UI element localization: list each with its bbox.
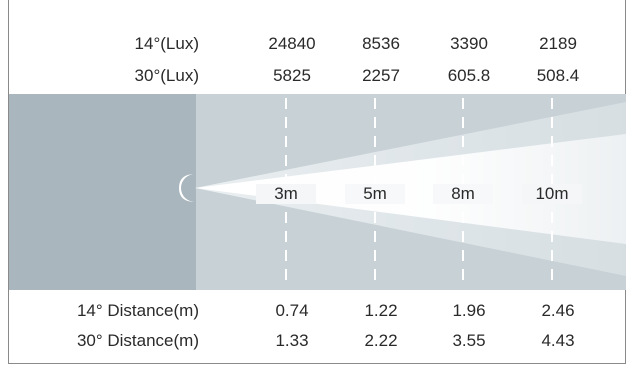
distance-label: 8m bbox=[433, 184, 493, 204]
distance-label: 10m bbox=[522, 184, 582, 204]
beam-illustration: 3m 5m 8m 10m bbox=[9, 94, 626, 290]
distance-value: 2.46 bbox=[541, 301, 575, 320]
distance-row-14: 14° Distance(m) 0.74 1.22 1.96 2.46 bbox=[9, 298, 625, 324]
distance-value: 4.43 bbox=[541, 331, 575, 350]
lux-value: 508.4 bbox=[536, 66, 580, 85]
lux-value: 2189 bbox=[539, 34, 577, 53]
lux-row-label: 30°(Lux) bbox=[134, 66, 199, 85]
lux-row-30: 30°(Lux) 5825 2257 605.8 508.4 bbox=[9, 63, 625, 89]
distance-row-label: 14° Distance(m) bbox=[76, 301, 199, 320]
distance-markers bbox=[285, 98, 553, 286]
lux-value: 605.8 bbox=[447, 66, 491, 85]
distance-row-label: 30° Distance(m) bbox=[76, 331, 199, 350]
narrow-beam bbox=[195, 134, 626, 244]
distance-value: 3.55 bbox=[452, 331, 486, 350]
distance-value: 1.22 bbox=[364, 301, 398, 320]
lux-row-14: 14°(Lux) 24840 8536 3390 2189 bbox=[9, 31, 625, 57]
distance-value: 2.22 bbox=[364, 331, 398, 350]
distance-value: 1.96 bbox=[452, 301, 486, 320]
lux-value: 5825 bbox=[273, 66, 311, 85]
lux-value: 8536 bbox=[362, 34, 400, 53]
distance-label: 5m bbox=[345, 184, 405, 204]
lux-value: 3390 bbox=[450, 34, 488, 53]
distance-label: 3m bbox=[256, 184, 316, 204]
lux-value: 2257 bbox=[362, 66, 400, 85]
lux-value: 24840 bbox=[268, 34, 316, 53]
fixture-panel bbox=[9, 94, 196, 290]
distance-value: 1.33 bbox=[275, 331, 309, 350]
lux-row-label: 14°(Lux) bbox=[134, 34, 199, 53]
distance-row-30: 30° Distance(m) 1.33 2.22 3.55 4.43 bbox=[9, 328, 625, 354]
distance-value: 0.74 bbox=[275, 301, 309, 320]
photometric-diagram: 14°(Lux) 24840 8536 3390 2189 30°(Lux) 5… bbox=[8, 0, 626, 364]
